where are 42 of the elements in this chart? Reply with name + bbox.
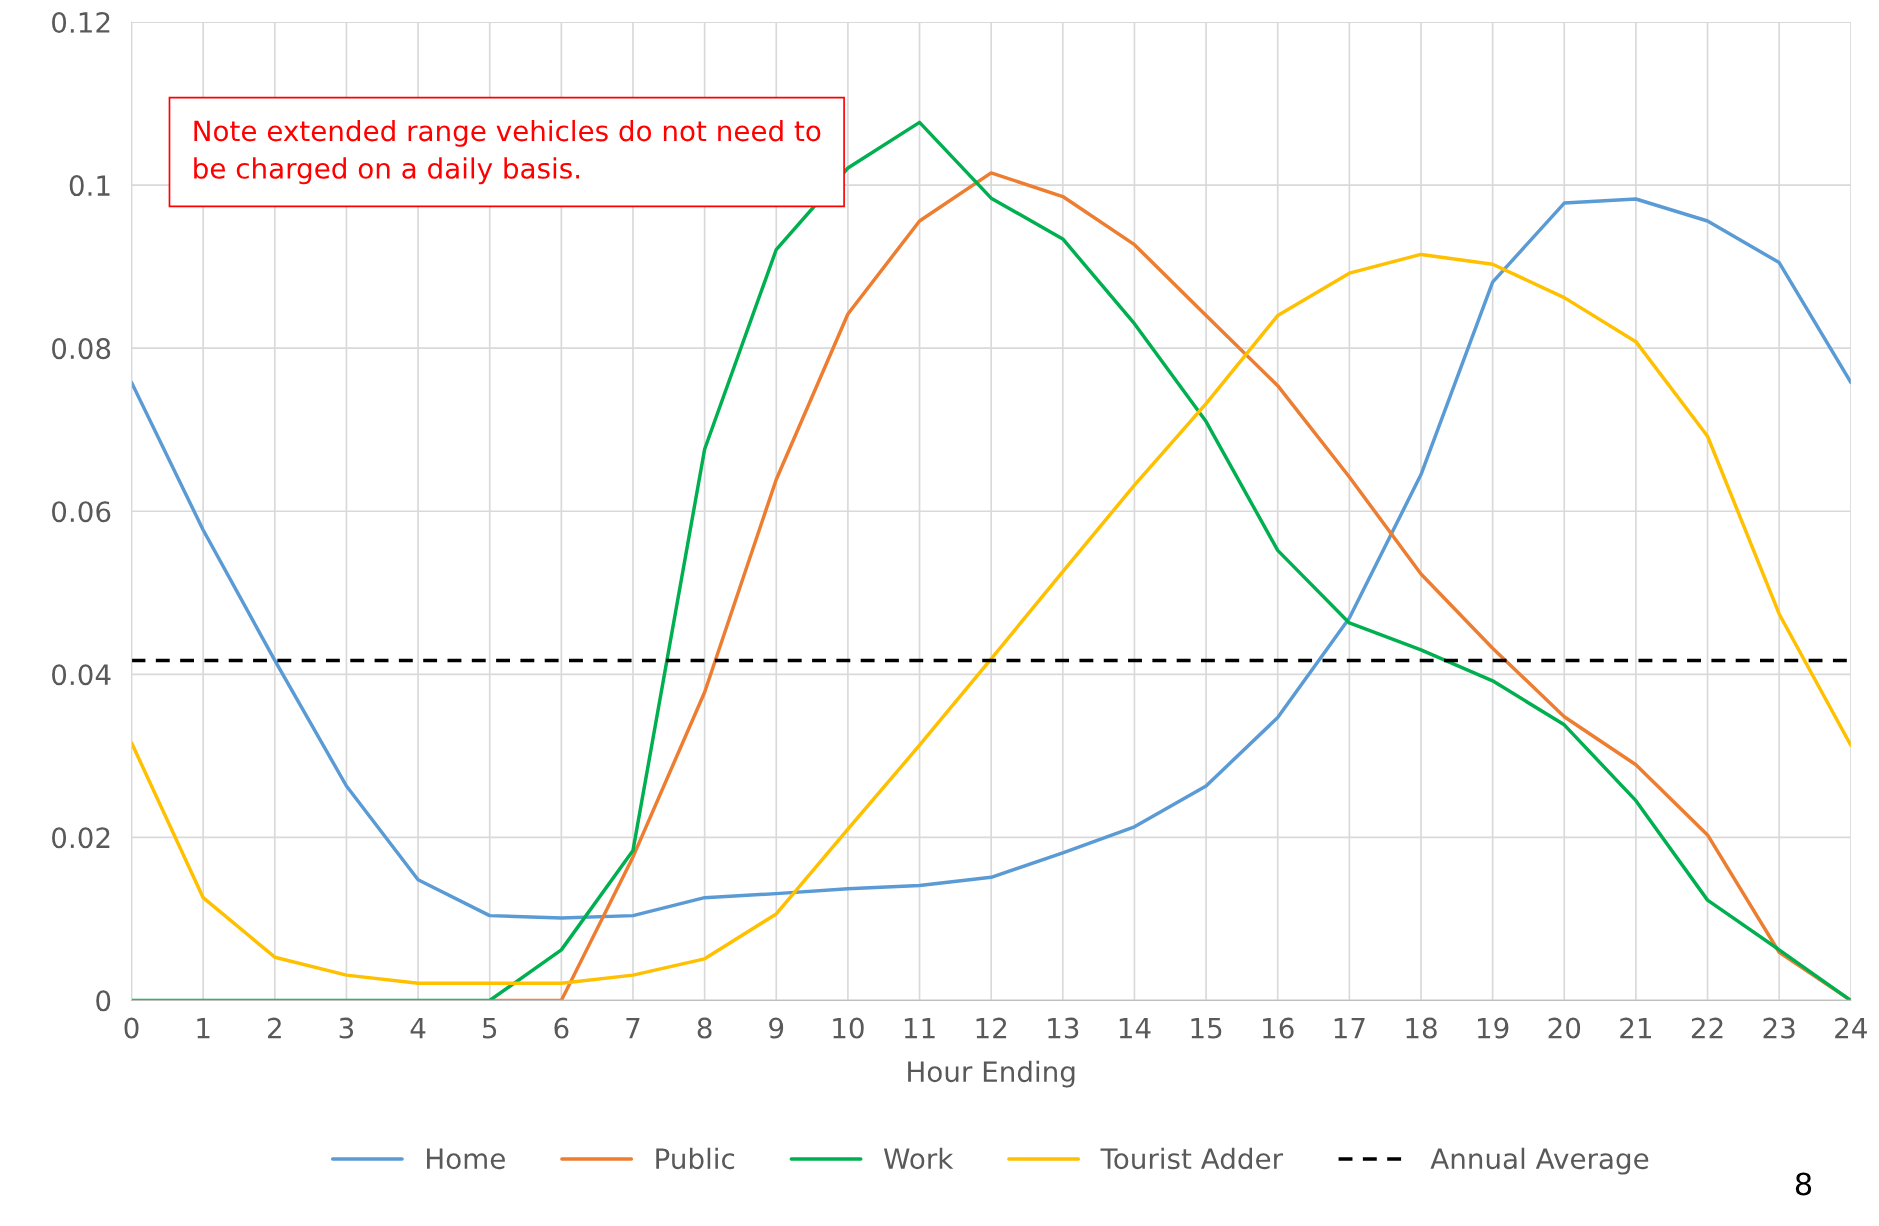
x-tick-label: 18: [1406, 1017, 1437, 1039]
annotation: Note extended range vehicles do not need to be charged on a daily basis.: [194, 119, 821, 185]
legend-label: Annual Average: [1430, 1147, 1649, 1175]
x-tick-label: 9: [769, 1017, 784, 1039]
y-tick-label: 0.04: [52, 664, 111, 686]
legend-label: Home: [427, 1148, 505, 1170]
x-tick-label: 0: [124, 1017, 139, 1039]
legend-label: Tourist Adder: [1100, 1147, 1284, 1170]
y-tick-label: 0: [96, 990, 111, 1012]
x-tick-label: 4: [410, 1017, 426, 1039]
x-tick-label: 10: [833, 1017, 864, 1039]
y-tick-label: 0.1: [69, 175, 110, 197]
x-axis-title: Hour Ending: [908, 1060, 1075, 1088]
x-tick-label: 20: [1548, 1017, 1581, 1039]
x-tick-label: 3: [339, 1017, 354, 1039]
x-tick-label: 22: [1691, 1017, 1723, 1039]
x-tick-label: 12: [976, 1017, 1007, 1039]
x-tick-label: 13: [1048, 1017, 1079, 1039]
x-tick-label: 16: [1263, 1017, 1294, 1039]
x-tick-label: 5: [483, 1017, 497, 1039]
x-tick-label: 11: [904, 1017, 935, 1039]
x-tick-label: 14: [1119, 1017, 1151, 1039]
y-tick-label: 0.02: [52, 827, 110, 849]
text: 8: [1795, 1172, 1812, 1196]
x-tick-label: 1: [197, 1017, 210, 1039]
x-tick-label: 8: [697, 1017, 712, 1039]
y-tick-label: 0.06: [52, 501, 111, 523]
x-tick-label: 15: [1191, 1017, 1222, 1039]
y-tick-label: 0.08: [52, 338, 111, 360]
x-tick-label: 2: [268, 1017, 281, 1039]
legend-label: Public: [656, 1147, 735, 1170]
x-tick-label: 7: [626, 1017, 640, 1039]
x-tick-label: 21: [1620, 1017, 1652, 1039]
x-tick-label: 19: [1478, 1017, 1509, 1039]
line-series: [131, 197, 1851, 920]
x-tick-label: 6: [554, 1017, 569, 1039]
x-tick-label: 17: [1334, 1017, 1365, 1039]
x-tick-label: 23: [1763, 1017, 1795, 1039]
legend-label: Work: [883, 1147, 954, 1170]
x-tick-label: 24: [1835, 1017, 1867, 1039]
line-series: [131, 252, 1851, 986]
y-tick-label: 0.12: [52, 12, 110, 34]
